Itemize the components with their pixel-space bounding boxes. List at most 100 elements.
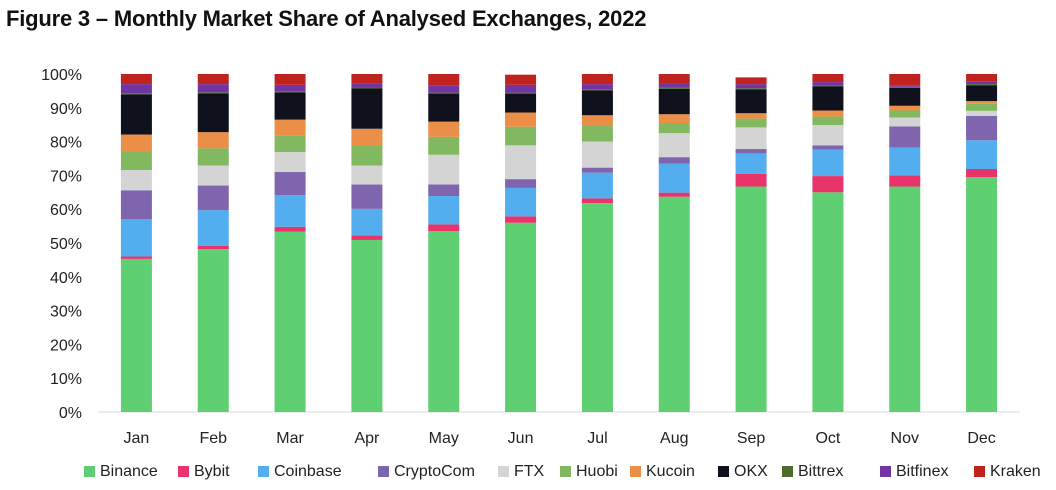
bar-segment-bitfinex-aug: [658, 83, 690, 88]
bar-segment-cryptocom-jul: [581, 167, 613, 173]
legend-label-okx: OKX: [734, 463, 768, 480]
bar-segment-huobi-sep: [735, 118, 767, 128]
bar-segment-huobi-aug: [658, 123, 690, 134]
bar-segment-bittrex-jul: [581, 89, 613, 91]
bar-segment-coinbase-nov: [889, 147, 921, 176]
bar-segment-okx-jun: [505, 93, 537, 113]
y-tick-label: 30%: [50, 304, 82, 321]
bar-segment-ftx-nov: [889, 117, 921, 127]
legend-swatch-coinbase: [258, 466, 269, 477]
y-tick-label: 10%: [50, 371, 82, 388]
bar-segment-bitfinex-nov: [889, 85, 921, 87]
legend-swatch-binance: [84, 466, 95, 477]
bar-segment-cryptocom-may: [428, 184, 460, 197]
bar-segment-huobi-feb: [197, 148, 229, 166]
x-tick-label: Aug: [660, 430, 688, 447]
legend-label-kucoin: Kucoin: [646, 463, 695, 480]
bar-segment-bybit-jan: [120, 256, 152, 259]
y-tick-label: 90%: [50, 101, 82, 118]
bar-segment-bybit-may: [428, 224, 460, 232]
bar-segment-okx-apr: [351, 88, 383, 129]
bar-segment-bitfinex-may: [428, 85, 460, 93]
bar-segment-bitfinex-dec: [966, 81, 998, 85]
legend-label-bybit: Bybit: [194, 463, 230, 480]
bar-segment-coinbase-dec: [966, 140, 998, 169]
bar-segment-coinbase-jan: [120, 219, 152, 257]
legend-swatch-bittrex: [782, 466, 793, 477]
bar-segment-okx-feb: [197, 93, 229, 133]
bar-segment-coinbase-mar: [274, 195, 306, 227]
y-tick-label: 80%: [50, 135, 82, 152]
bar-segment-bittrex-oct: [812, 85, 844, 87]
bar-segment-huobi-oct: [812, 116, 844, 126]
bar-segment-binance-dec: [966, 177, 998, 412]
legend-swatch-huobi: [560, 466, 571, 477]
bar-segment-cryptocom-dec: [966, 115, 998, 141]
bar-segment-okx-sep: [735, 89, 767, 114]
bar-segment-kraken-sep: [735, 77, 767, 85]
bar-segment-coinbase-aug: [658, 163, 690, 193]
bar-segment-coinbase-may: [428, 196, 460, 225]
bar-segment-bitfinex-apr: [351, 83, 383, 88]
bar-segment-ftx-mar: [274, 152, 306, 173]
bar-segment-kraken-dec: [966, 74, 998, 82]
x-tick-label: Dec: [967, 430, 995, 447]
bar-segment-okx-jul: [581, 90, 613, 116]
bar-segment-kraken-aug: [658, 74, 690, 84]
bar-segment-bittrex-apr: [351, 87, 383, 89]
bar-segment-bittrex-jun: [505, 92, 537, 94]
bar-segment-bitfinex-mar: [274, 84, 306, 92]
bar-segment-kraken-jun: [505, 74, 537, 85]
bar-segment-ftx-jun: [505, 145, 537, 180]
bar-segment-okx-mar: [274, 92, 306, 120]
x-tick-label: May: [429, 430, 459, 447]
legend-label-cryptocom: CryptoCom: [394, 463, 475, 480]
bar-segment-bittrex-may: [428, 92, 460, 94]
y-tick-label: 50%: [50, 236, 82, 253]
legend-swatch-okx: [718, 466, 729, 477]
bar-segment-coinbase-oct: [812, 149, 844, 177]
y-tick-label: 20%: [50, 337, 82, 354]
bar-segment-ftx-may: [428, 154, 460, 185]
y-axis-ticks: 0% 10% 20% 30% 40% 50% 60% 70% 80% 90% 100%: [41, 67, 82, 422]
bar-segment-binance-jun: [505, 222, 537, 412]
bar-segment-ftx-oct: [812, 125, 844, 146]
bar-segment-cryptocom-apr: [351, 184, 383, 209]
bar-segment-bittrex-feb: [197, 92, 229, 94]
bar-segment-cryptocom-oct: [812, 145, 844, 150]
y-tick-label: 70%: [50, 168, 82, 185]
bar-segment-binance-nov: [889, 186, 921, 412]
bar-segment-coinbase-jun: [505, 187, 537, 217]
bar-segment-coinbase-apr: [351, 208, 383, 236]
bar-segment-huobi-nov: [889, 110, 921, 118]
legend-swatch-cryptocom: [378, 466, 389, 477]
bar-segment-bitfinex-jun: [505, 84, 537, 93]
bar-segment-ftx-jan: [120, 169, 152, 191]
bar-segment-okx-dec: [966, 85, 998, 102]
bar-segment-bitfinex-feb: [197, 84, 229, 93]
bar-segment-kucoin-oct: [812, 110, 844, 117]
x-tick-label: Apr: [354, 430, 380, 447]
bar-segment-kraken-apr: [351, 74, 383, 84]
bar-segment-binance-feb: [197, 249, 229, 412]
bar-segment-bybit-oct: [812, 176, 844, 193]
bar-segment-huobi-may: [428, 136, 460, 155]
bar-segment-huobi-jul: [581, 126, 613, 142]
bar-segment-kraken-may: [428, 74, 460, 86]
bar-segment-bybit-dec: [966, 168, 998, 178]
legend-swatch-kucoin: [630, 466, 641, 477]
bar-segment-ftx-sep: [735, 127, 767, 150]
bars: [120, 74, 998, 412]
bar-segment-binance-jan: [120, 258, 152, 412]
bar-segment-bittrex-nov: [889, 86, 921, 88]
bar-segment-okx-oct: [812, 86, 844, 111]
bar-segment-bittrex-aug: [658, 87, 690, 89]
bar-segment-kucoin-may: [428, 121, 460, 137]
bar-segment-bittrex-dec: [966, 84, 998, 86]
bar-segment-bybit-apr: [351, 235, 383, 240]
bar-segment-coinbase-sep: [735, 153, 767, 174]
bar-segment-cryptocom-feb: [197, 185, 229, 211]
bar-segment-okx-aug: [658, 88, 690, 115]
bar-segment-ftx-dec: [966, 110, 998, 116]
